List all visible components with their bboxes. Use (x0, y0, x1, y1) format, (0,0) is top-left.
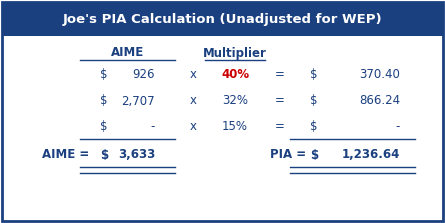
Text: $: $ (310, 120, 317, 134)
Text: $: $ (310, 68, 317, 81)
Text: AIME =: AIME = (42, 149, 89, 161)
Text: x: x (190, 120, 197, 134)
Text: $: $ (310, 95, 317, 107)
Text: 1,236.64: 1,236.64 (342, 149, 400, 161)
Text: x: x (190, 95, 197, 107)
Text: 32%: 32% (222, 95, 248, 107)
Text: PIA =: PIA = (270, 149, 306, 161)
Text: 370.40: 370.40 (359, 68, 400, 81)
Text: 15%: 15% (222, 120, 248, 134)
Bar (2, 2, 443, 36)
Text: $: $ (100, 120, 108, 134)
Text: $: $ (310, 149, 318, 161)
Text: x: x (190, 68, 197, 81)
Text: 2,707: 2,707 (121, 95, 155, 107)
Text: 926: 926 (133, 68, 155, 81)
Text: Joe's PIA Calculation (Unadjusted for WEP): Joe's PIA Calculation (Unadjusted for WE… (63, 12, 382, 25)
Text: =: = (275, 120, 285, 134)
Text: $: $ (100, 68, 108, 81)
Text: 40%: 40% (221, 68, 249, 81)
Text: =: = (275, 95, 285, 107)
Text: -: - (396, 120, 400, 134)
Text: -: - (150, 120, 155, 134)
Text: 3,633: 3,633 (118, 149, 155, 161)
Text: AIME: AIME (111, 47, 144, 60)
Text: $: $ (100, 95, 108, 107)
Text: =: = (275, 68, 285, 81)
Text: $: $ (100, 149, 108, 161)
Text: 866.24: 866.24 (359, 95, 400, 107)
Text: Multiplier: Multiplier (203, 47, 267, 60)
